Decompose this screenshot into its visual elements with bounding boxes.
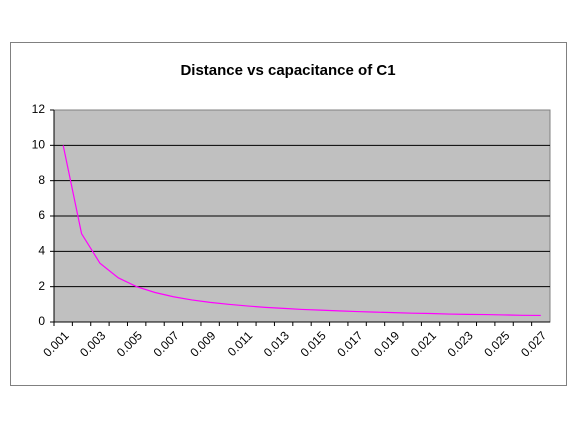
line-series: [62, 145, 541, 317]
chart-title: Distance vs capacitance of C1: [180, 62, 395, 79]
y-tick-label: 10: [32, 138, 46, 152]
y-tick-label: 8: [38, 173, 45, 187]
y-tick-label: 4: [38, 244, 45, 258]
y-tick-label: 12: [32, 102, 46, 116]
y-tick-label: 6: [38, 208, 45, 222]
y-tick-label: 2: [38, 279, 45, 293]
y-tick-label: 0: [38, 314, 45, 328]
